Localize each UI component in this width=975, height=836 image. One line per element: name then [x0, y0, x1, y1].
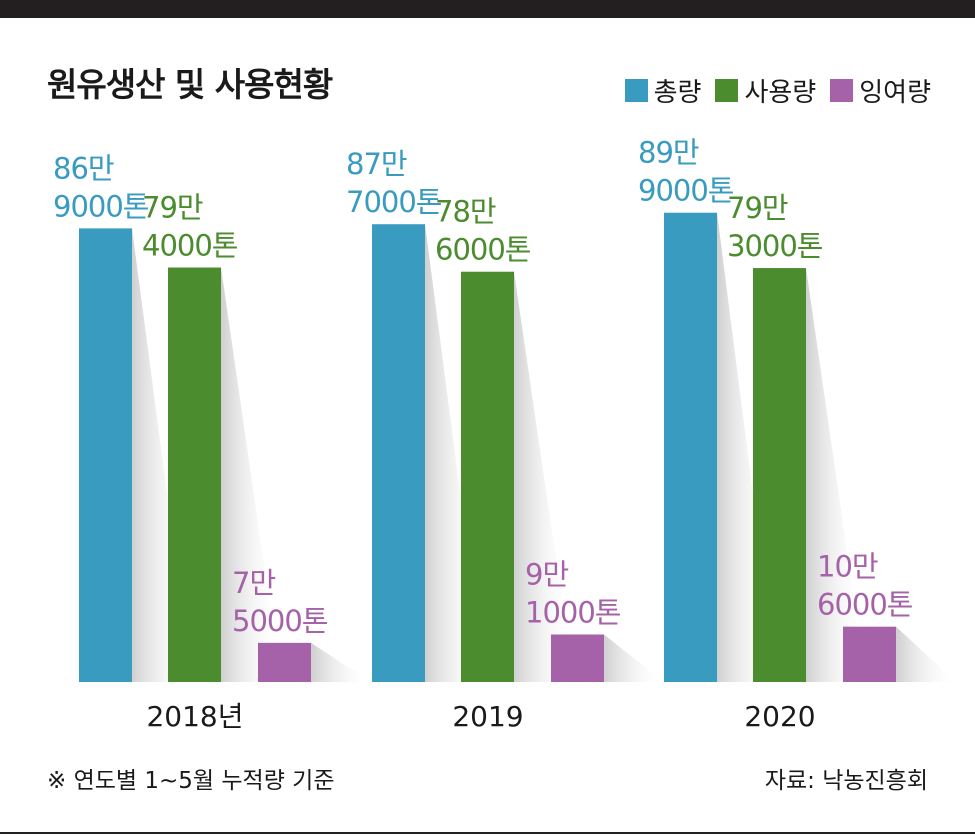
legend-label-used: 사용량 — [744, 78, 817, 108]
source-note: 자료: 낙농진흥회 — [764, 768, 928, 794]
legend-label-total: 총량 — [653, 78, 702, 108]
legend-item-used: 사용량 — [715, 72, 816, 109]
footnote: ※ 연도별 1~5월 누적량 기준 — [47, 768, 335, 794]
value-label-surplus-0-line2: 5000톤 — [232, 604, 328, 638]
legend-item-surplus: 잉여량 — [830, 72, 931, 109]
bar-total-0 — [79, 228, 132, 682]
bottom-rule — [0, 832, 975, 834]
legend-swatch-total — [624, 79, 648, 102]
bar-shadow-used-1 — [514, 271, 574, 682]
legend-label-surplus: 잉여량 — [859, 78, 931, 108]
value-label-total-1-line2: 7000톤 — [346, 185, 442, 219]
value-label-used-0-line2: 4000톤 — [142, 229, 238, 263]
bar-shadow-used-2 — [806, 268, 866, 682]
value-label-total-1-line1: 87만 — [346, 147, 407, 181]
value-label-surplus-2-line1: 10만 — [817, 550, 878, 584]
category-label-2: 2020 — [744, 700, 815, 733]
value-label-used-2-line1: 79만 — [727, 191, 788, 225]
legend-swatch-used — [715, 79, 739, 102]
value-label-used-2-line2: 3000톤 — [727, 229, 823, 263]
bar-total-2 — [664, 212, 717, 683]
value-label-used-1-line1: 78만 — [435, 195, 496, 229]
bar-shadow-used-0 — [221, 267, 281, 682]
bar-surplus-1 — [551, 634, 604, 682]
legend-swatch-surplus — [830, 79, 854, 102]
bar-shadow-surplus-1 — [604, 634, 664, 682]
category-label-0: 2018년 — [146, 700, 243, 733]
value-label-used-0-line1: 79만 — [142, 191, 203, 225]
value-label-surplus-1-line2: 1000톤 — [525, 595, 621, 629]
legend: 총량 사용량 잉여량 — [624, 72, 931, 109]
top-bar — [0, 0, 975, 18]
value-label-total-0-line2: 9000톤 — [53, 189, 149, 223]
bar-shadow-surplus-0 — [311, 642, 371, 682]
bar-total-1 — [372, 224, 425, 682]
value-label-surplus-1-line1: 9만 — [525, 557, 568, 591]
value-label-total-2-line1: 89만 — [638, 136, 699, 170]
value-label-total-2-line2: 9000톤 — [638, 174, 734, 208]
bar-used-2 — [753, 268, 806, 682]
bar-used-1 — [461, 271, 514, 682]
bar-shadow-total-0 — [132, 228, 192, 682]
bar-used-0 — [168, 267, 221, 682]
value-label-total-0-line1: 86만 — [53, 151, 114, 185]
bar-shadow-surplus-2 — [896, 626, 956, 682]
legend-item-total: 총량 — [624, 72, 702, 109]
value-label-surplus-2-line2: 6000톤 — [817, 588, 913, 622]
value-label-surplus-0-line1: 7만 — [232, 566, 275, 600]
category-label-1: 2019 — [452, 700, 523, 733]
chart-title: 원유생산 및 사용현황 — [47, 65, 333, 104]
bar-surplus-2 — [843, 626, 896, 682]
bar-surplus-0 — [258, 642, 311, 682]
value-label-used-1-line2: 6000톤 — [435, 233, 531, 267]
